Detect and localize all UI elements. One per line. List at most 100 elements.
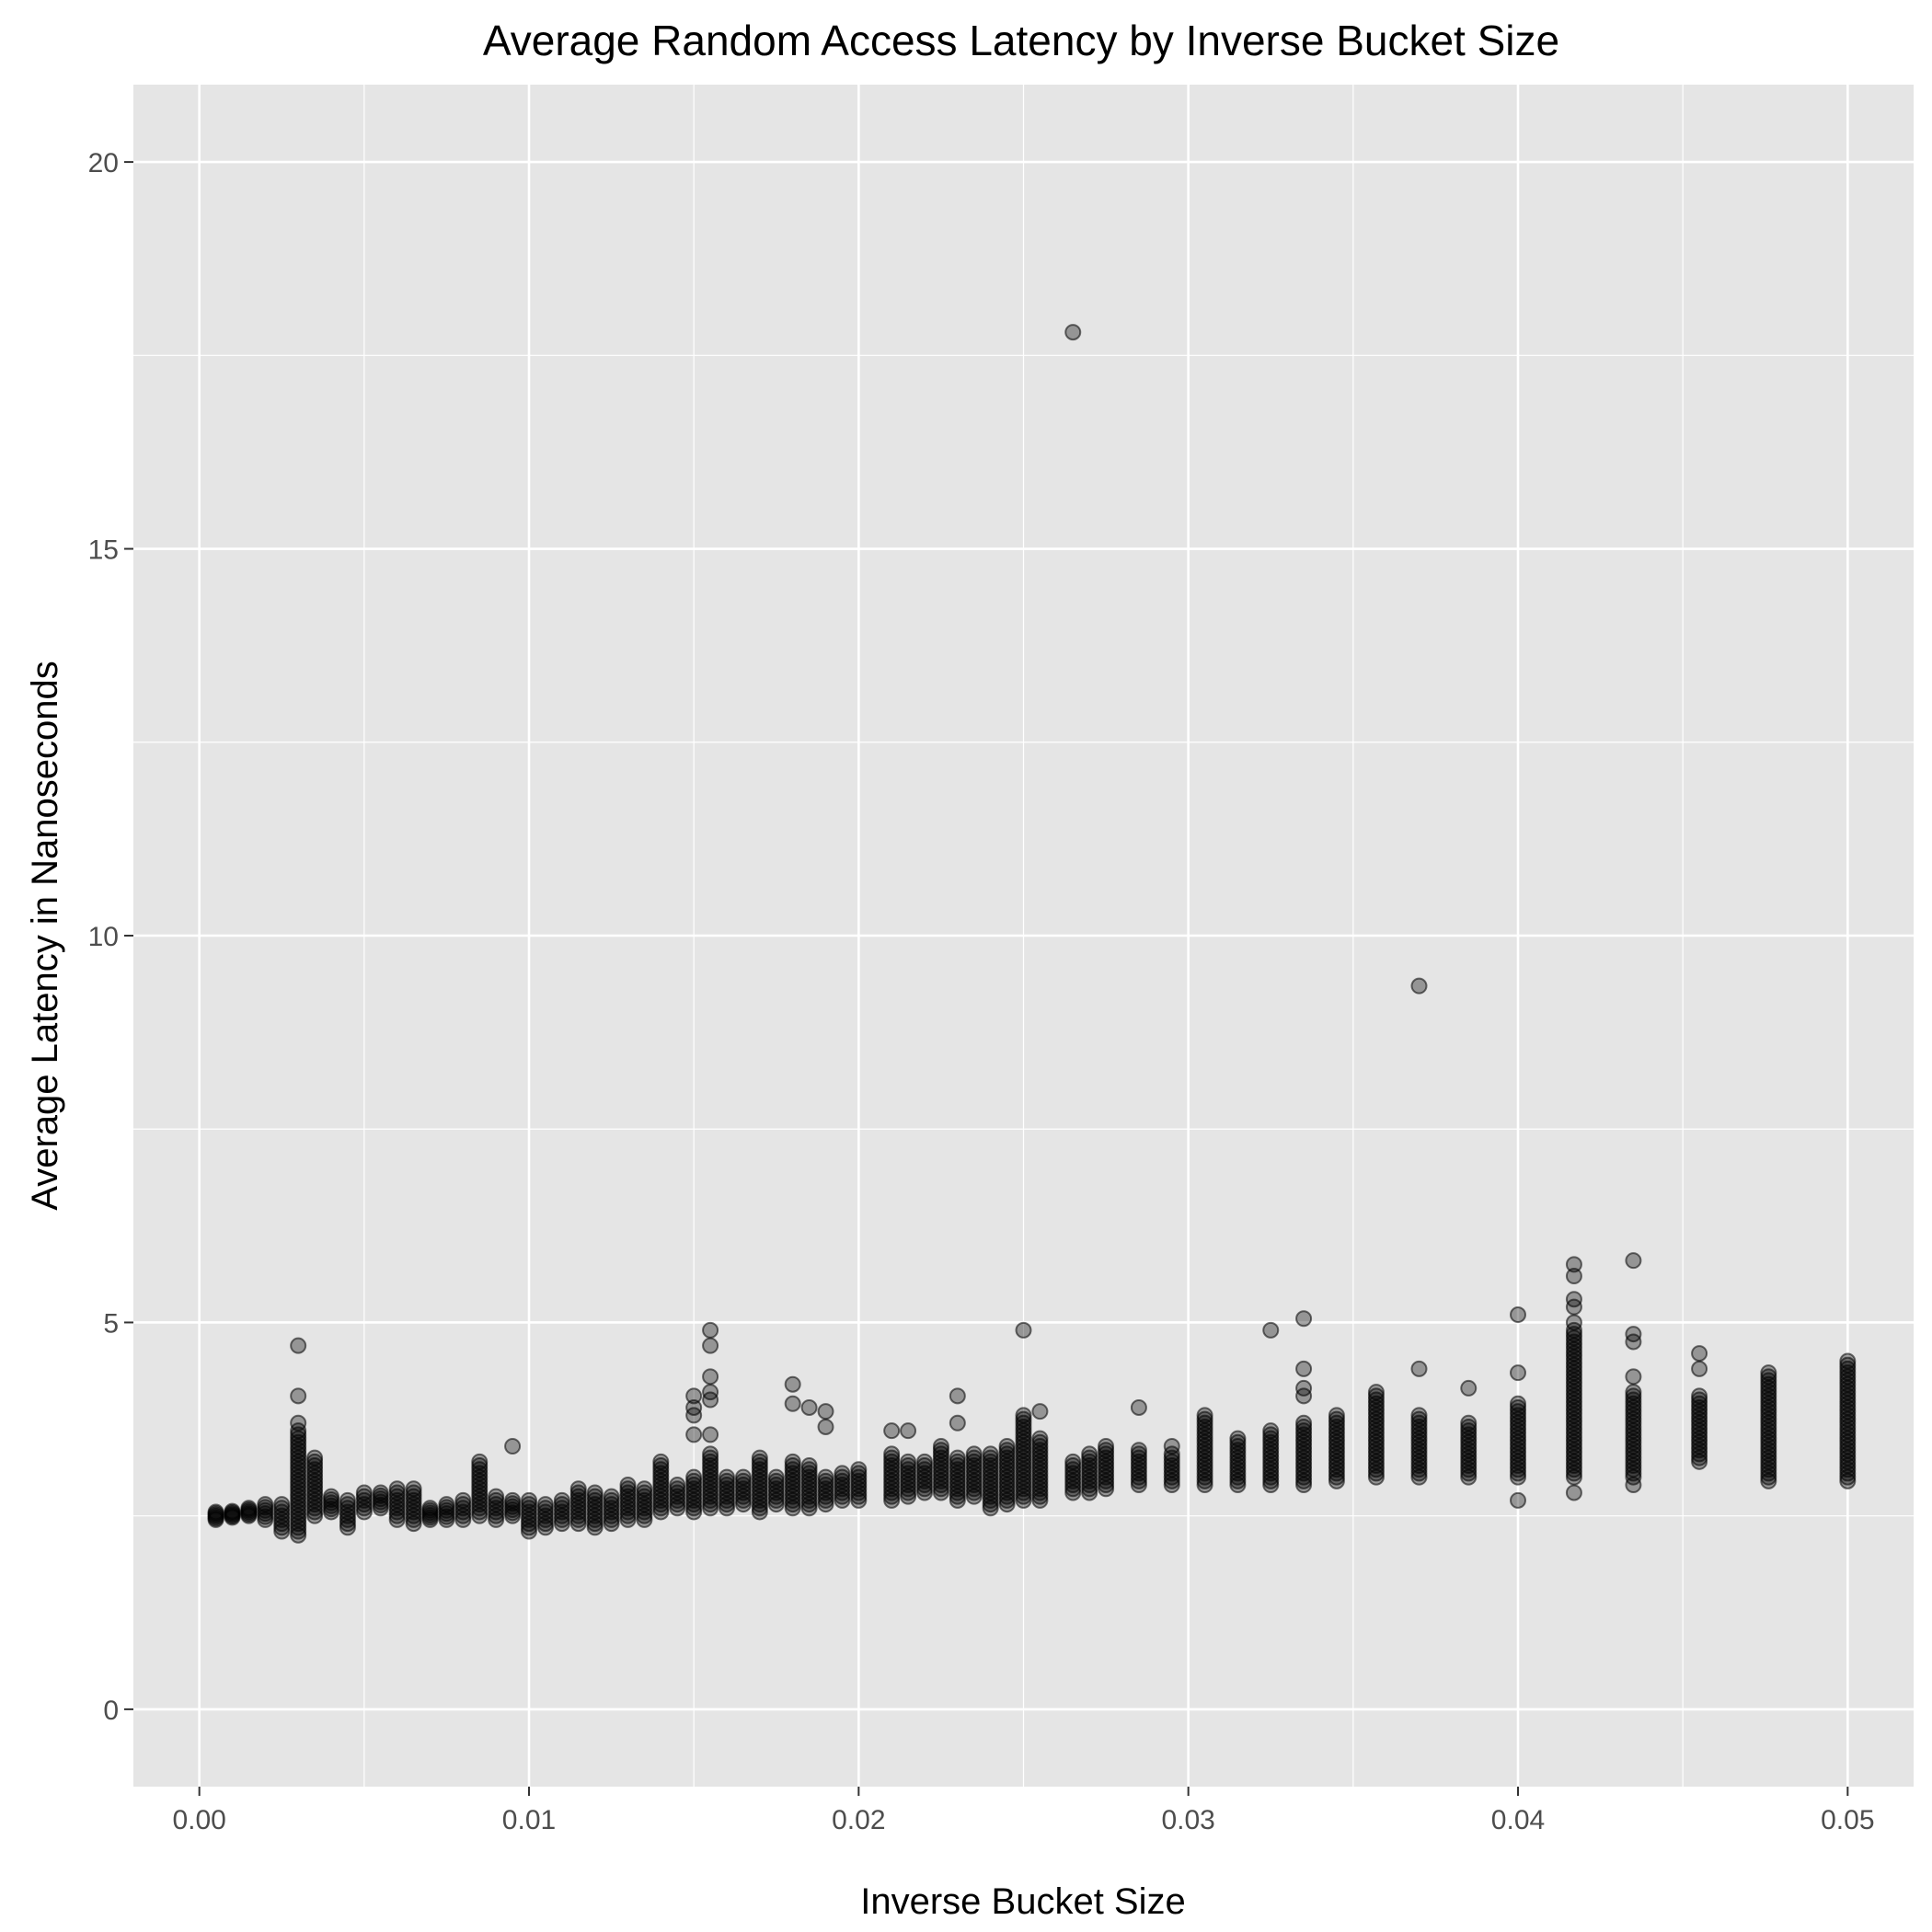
data-point <box>900 1457 917 1475</box>
data-point-outlier <box>702 1321 719 1339</box>
data-point-outlier <box>817 1403 834 1420</box>
data-point <box>1031 1430 1049 1447</box>
data-point <box>1031 1433 1049 1451</box>
data-point <box>355 1484 373 1501</box>
data-point-outlier <box>702 1368 719 1386</box>
data-point-outlier <box>290 1337 307 1354</box>
major-gridlines <box>133 85 1914 1787</box>
data-point <box>834 1465 851 1482</box>
y-axis-title: Average Latency in Nanoseconds <box>25 661 65 1210</box>
data-point <box>619 1480 637 1498</box>
data-point <box>883 1445 901 1463</box>
data-point-outlier <box>1031 1403 1049 1420</box>
data-point-outlier <box>1625 1252 1642 1270</box>
data-point <box>586 1488 604 1505</box>
data-point <box>734 1472 752 1489</box>
data-point <box>323 1488 339 1505</box>
data-point-outlier <box>1295 1387 1313 1405</box>
data-point <box>339 1496 356 1513</box>
x-tick-label: 0.04 <box>1491 1805 1545 1835</box>
data-point <box>998 1438 1016 1455</box>
data-point <box>751 1453 768 1470</box>
data-point <box>603 1491 620 1509</box>
data-point <box>734 1468 752 1486</box>
data-point <box>685 1472 703 1489</box>
data-point <box>619 1477 637 1494</box>
data-point-outlier <box>702 1426 719 1443</box>
data-point <box>900 1453 917 1470</box>
data-point <box>388 1484 406 1501</box>
data-point <box>488 1491 505 1509</box>
data-point <box>1295 1414 1313 1432</box>
data-point <box>1565 1326 1582 1343</box>
y-tick-label: 10 <box>88 922 119 952</box>
data-point <box>636 1480 653 1498</box>
data-point-outlier <box>883 1422 901 1440</box>
y-axis-ticks: 0 5 10 15 20 <box>88 148 133 1726</box>
data-point <box>207 1503 224 1521</box>
data-point-outlier <box>1163 1438 1180 1455</box>
data-point <box>257 1496 274 1513</box>
data-point <box>1130 1442 1147 1459</box>
data-point <box>1064 1453 1082 1470</box>
data-point <box>965 1445 983 1463</box>
data-point <box>1625 1384 1642 1401</box>
data-point <box>471 1457 489 1475</box>
data-point <box>438 1496 455 1513</box>
data-point <box>1262 1426 1280 1443</box>
data-point-outlier <box>1460 1379 1478 1397</box>
data-point <box>388 1480 406 1498</box>
data-point <box>1196 1407 1213 1424</box>
data-point <box>1098 1442 1115 1459</box>
data-point <box>421 1500 439 1517</box>
data-point-outlier <box>1015 1321 1032 1339</box>
data-point <box>1229 1433 1247 1451</box>
data-point <box>521 1491 537 1509</box>
data-point <box>932 1442 949 1459</box>
data-point <box>1625 1387 1642 1405</box>
data-point-outlier <box>1565 1268 1582 1284</box>
data-point <box>1295 1418 1313 1435</box>
data-point <box>1367 1387 1385 1405</box>
data-point-outlier <box>1691 1360 1708 1377</box>
data-point-outlier <box>504 1438 522 1455</box>
data-point <box>569 1480 587 1498</box>
data-point-outlier <box>1625 1333 1642 1351</box>
data-point <box>273 1496 291 1513</box>
data-point <box>603 1488 620 1505</box>
x-tick-label: 0.05 <box>1821 1805 1874 1835</box>
data-point-outlier <box>1625 1368 1642 1386</box>
data-point <box>998 1442 1016 1459</box>
data-point <box>488 1488 505 1505</box>
data-point <box>669 1480 686 1498</box>
data-point <box>1410 1407 1428 1424</box>
x-axis-ticks: 0.00 0.01 0.02 0.03 0.04 0.05 <box>172 1787 1875 1835</box>
data-point <box>1691 1391 1708 1409</box>
data-point-outlier <box>1262 1321 1280 1339</box>
y-tick-label: 5 <box>103 1308 119 1339</box>
data-point <box>1328 1407 1345 1424</box>
data-point <box>553 1496 570 1513</box>
x-tick-label: 0.03 <box>1161 1805 1214 1835</box>
data-point-outlier <box>290 1414 307 1432</box>
data-point <box>1460 1414 1478 1432</box>
data-point <box>1460 1418 1478 1435</box>
y-tick-label: 0 <box>103 1696 119 1726</box>
data-point-outlier <box>1565 1314 1582 1331</box>
data-point-outlier <box>1295 1310 1313 1328</box>
data-point <box>916 1453 933 1470</box>
data-point <box>1064 1457 1082 1475</box>
data-point <box>702 1445 719 1463</box>
data-point <box>1015 1407 1032 1424</box>
data-point-outlier <box>800 1398 818 1416</box>
data-point <box>521 1496 537 1513</box>
data-point-outlier <box>685 1387 703 1405</box>
data-point <box>669 1477 686 1494</box>
data-point <box>1015 1410 1032 1428</box>
x-tick-label: 0.01 <box>502 1805 556 1835</box>
x-tick-label: 0.00 <box>172 1805 225 1835</box>
data-point-outlier <box>1130 1398 1147 1416</box>
data-point <box>471 1453 489 1470</box>
data-point <box>1510 1398 1526 1416</box>
